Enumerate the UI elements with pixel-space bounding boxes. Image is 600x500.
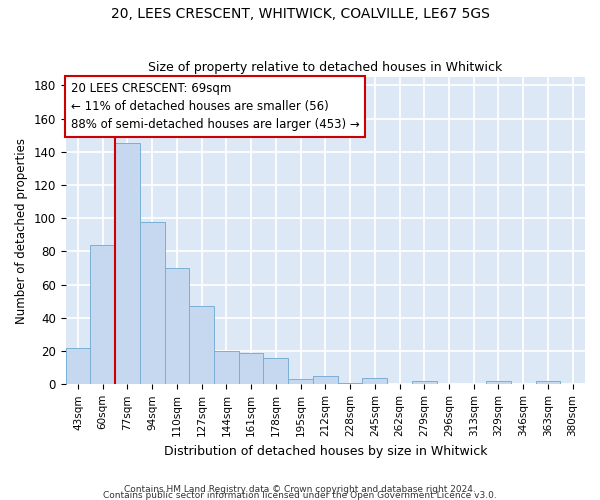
Bar xyxy=(362,378,387,384)
Bar xyxy=(263,358,288,384)
Bar xyxy=(239,353,263,384)
Bar xyxy=(338,382,362,384)
Y-axis label: Number of detached properties: Number of detached properties xyxy=(15,138,28,324)
Bar xyxy=(486,381,511,384)
Bar xyxy=(288,380,313,384)
Bar xyxy=(313,376,338,384)
Text: Contains HM Land Registry data © Crown copyright and database right 2024.: Contains HM Land Registry data © Crown c… xyxy=(124,484,476,494)
Bar xyxy=(536,381,560,384)
Bar xyxy=(412,381,437,384)
Text: 20 LEES CRESCENT: 69sqm
← 11% of detached houses are smaller (56)
88% of semi-de: 20 LEES CRESCENT: 69sqm ← 11% of detache… xyxy=(71,82,359,130)
X-axis label: Distribution of detached houses by size in Whitwick: Distribution of detached houses by size … xyxy=(164,444,487,458)
Bar xyxy=(140,222,164,384)
Text: 20, LEES CRESCENT, WHITWICK, COALVILLE, LE67 5GS: 20, LEES CRESCENT, WHITWICK, COALVILLE, … xyxy=(110,8,490,22)
Bar xyxy=(190,306,214,384)
Bar xyxy=(115,144,140,384)
Bar xyxy=(91,245,115,384)
Bar xyxy=(164,268,190,384)
Bar xyxy=(214,351,239,384)
Text: Contains public sector information licensed under the Open Government Licence v3: Contains public sector information licen… xyxy=(103,490,497,500)
Bar xyxy=(65,348,91,385)
Title: Size of property relative to detached houses in Whitwick: Size of property relative to detached ho… xyxy=(148,62,502,74)
